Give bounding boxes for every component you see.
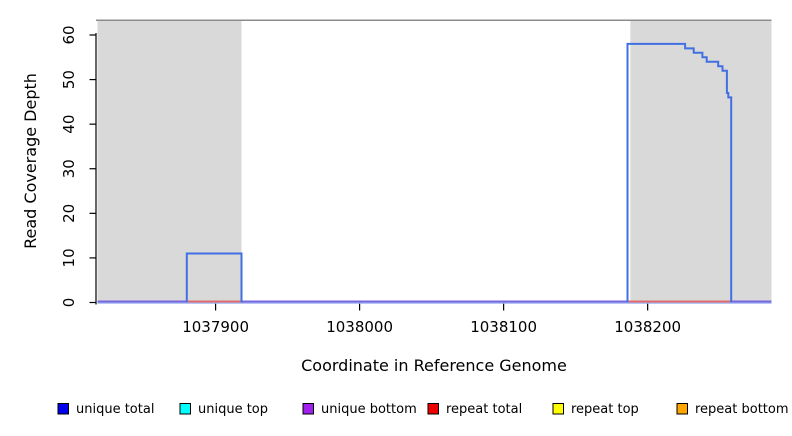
coverage-step-segment: [185, 252, 243, 303]
legend-item-repeat-top: repeat top: [552, 402, 639, 417]
legend-label: unique total: [76, 402, 154, 417]
y-axis: 0 10 20 30 40 50 60: [60, 25, 97, 308]
legend-item-unique-total: unique total: [57, 402, 154, 417]
shaded-regions: [97, 20, 772, 304]
y-tick-label: 60: [60, 25, 78, 44]
y-tick-label: 40: [60, 115, 78, 134]
legend: unique total unique top unique bottom repea…: [57, 402, 789, 417]
legend-swatch-unique-top: [179, 403, 191, 415]
y-axis-label: Read Coverage Depth: [21, 73, 40, 249]
y-tick-label: 30: [60, 159, 78, 178]
legend-label: repeat top: [571, 402, 639, 417]
x-tick-label: 1038000: [326, 318, 393, 336]
legend-label: repeat bottom: [695, 402, 789, 417]
coverage-step-segment: [626, 42, 733, 303]
x-tick-label: 1038200: [614, 318, 681, 336]
y-tick-label: 50: [60, 70, 78, 89]
legend-swatch-repeat-bottom: [676, 403, 688, 415]
x-tick-label: 1038100: [470, 318, 537, 336]
y-tick-label: 0: [60, 298, 78, 308]
y-tick-label: 10: [60, 248, 78, 267]
legend-item-repeat-total: repeat total: [427, 402, 522, 417]
shaded-region: [630, 20, 772, 304]
legend-swatch-repeat-top: [552, 403, 564, 415]
unique-total-step-line: [185, 42, 733, 303]
legend-label: unique top: [198, 402, 268, 417]
shaded-region: [97, 20, 242, 304]
legend-swatch-repeat-total: [427, 403, 439, 415]
zero-coverage-lines: [97, 300, 772, 304]
x-tick-label: 1037900: [182, 318, 249, 336]
legend-label: unique bottom: [321, 402, 417, 417]
x-axis-label: Coordinate in Reference Genome: [301, 356, 567, 375]
y-tick-label: 20: [60, 204, 78, 223]
legend-item-unique-bottom: unique bottom: [302, 402, 417, 417]
legend-swatch-unique-total: [57, 403, 69, 415]
legend-item-unique-top: unique top: [179, 402, 268, 417]
x-axis: 1037900 1038000 1038100 1038200: [182, 303, 681, 336]
legend-item-repeat-bottom: repeat bottom: [676, 402, 789, 417]
legend-label: repeat total: [446, 402, 522, 417]
legend-swatch-unique-bottom: [302, 403, 314, 415]
